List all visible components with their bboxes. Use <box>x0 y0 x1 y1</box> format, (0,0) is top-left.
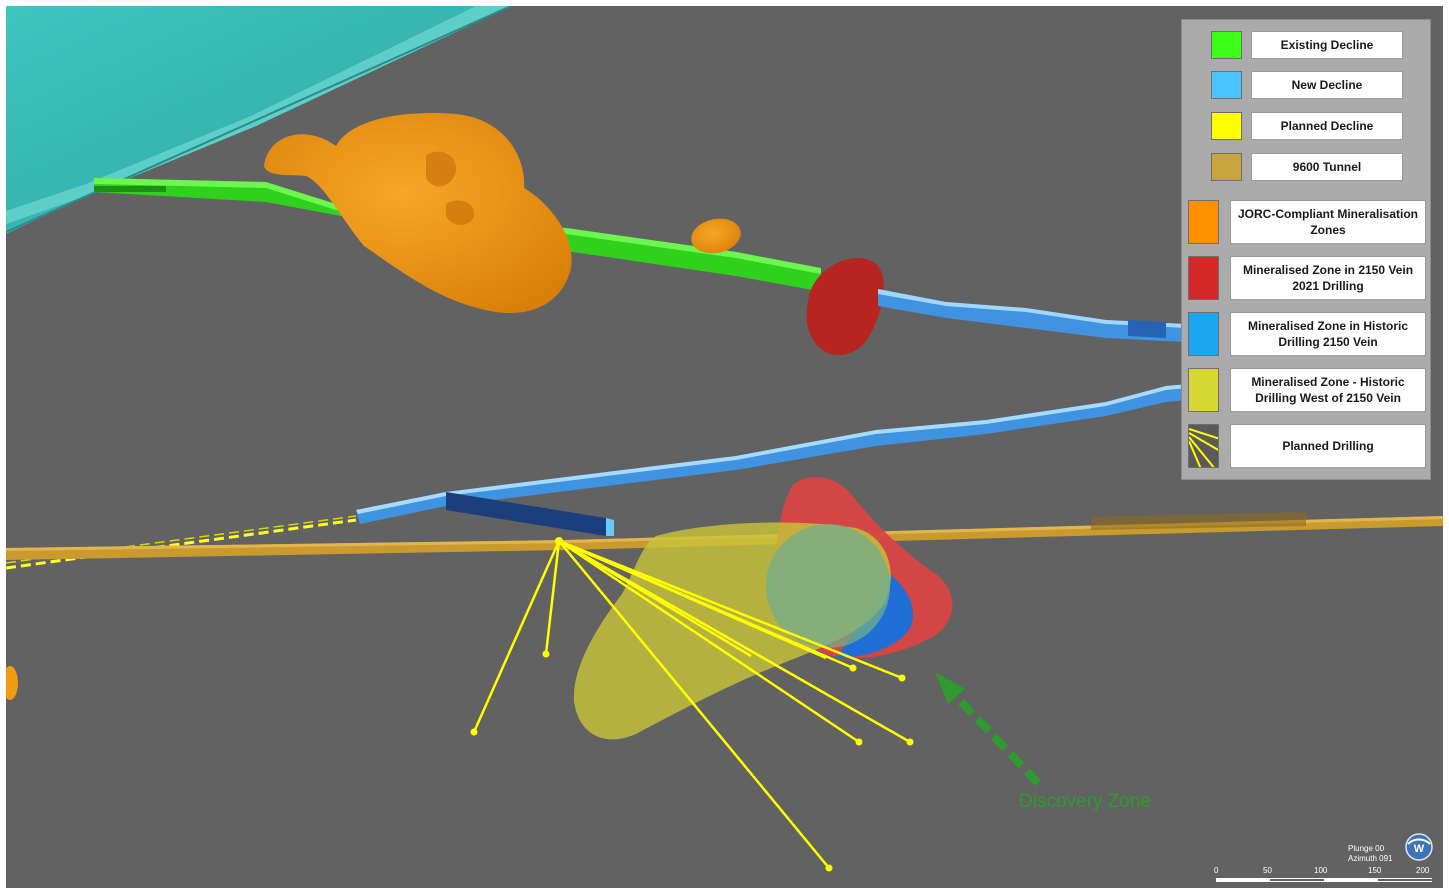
legend-panel: Existing Decline New Decline Planned Dec… <box>1181 19 1431 480</box>
swatch-planned-decline <box>1211 112 1242 140</box>
planned-drilling <box>470 537 914 872</box>
legend-vein-2021: Mineralised Zone in 2150 Vein 2021 Drill… <box>1230 256 1426 300</box>
legend-new-decline: New Decline <box>1251 71 1403 99</box>
scale-bar <box>1216 878 1432 882</box>
new-decline-upper <box>878 289 1231 348</box>
swatch-historic-west <box>1188 368 1219 412</box>
scale-tick-label: 100 <box>1314 866 1328 875</box>
legend-existing-decline: Existing Decline <box>1251 31 1403 59</box>
legend-jorc-zones: JORC-Compliant Mineralisation Zones <box>1230 200 1426 244</box>
scale-tick-label: 150 <box>1368 866 1382 875</box>
svg-text:W: W <box>1414 843 1425 855</box>
plunge-readout: Plunge 00 <box>1348 844 1385 853</box>
new-decline-lower <box>356 382 1211 536</box>
swatch-vein-2021 <box>1188 256 1219 300</box>
scale-tick-label: 0 <box>1214 866 1219 875</box>
legend-planned-decline: Planned Decline <box>1251 112 1403 140</box>
scale-tick-label: 200 <box>1416 866 1430 875</box>
discovery-zone-arrow <box>935 672 1041 786</box>
surface-topography <box>6 6 512 234</box>
vein-2150-2021-upper <box>806 258 884 355</box>
legend-historic-west: Mineralised Zone - Historic Drilling Wes… <box>1230 368 1426 412</box>
scale-tick-label: 50 <box>1263 866 1272 875</box>
legend-9600-tunnel: 9600 Tunnel <box>1251 153 1403 181</box>
azimuth-readout: Azimuth 091 <box>1348 854 1393 863</box>
swatch-jorc-zones <box>1188 200 1219 244</box>
discovery-zone-label: Discovery Zone <box>1019 791 1151 812</box>
drill-lines-icon <box>1188 424 1219 468</box>
existing-decline <box>94 178 821 291</box>
swatch-existing-decline <box>1211 31 1242 59</box>
swatch-historic-vein <box>1188 312 1219 356</box>
planned-decline <box>6 515 357 570</box>
swatch-9600-tunnel <box>1211 153 1242 181</box>
swatch-new-decline <box>1211 71 1242 99</box>
legend-planned-drilling: Planned Drilling <box>1230 424 1426 468</box>
globe-compass-icon[interactable]: W <box>1405 833 1433 861</box>
jorc-mineralisation-zones <box>6 113 741 700</box>
legend-historic-vein: Mineralised Zone in Historic Drilling 21… <box>1230 312 1426 356</box>
zone-overlap <box>766 524 890 648</box>
